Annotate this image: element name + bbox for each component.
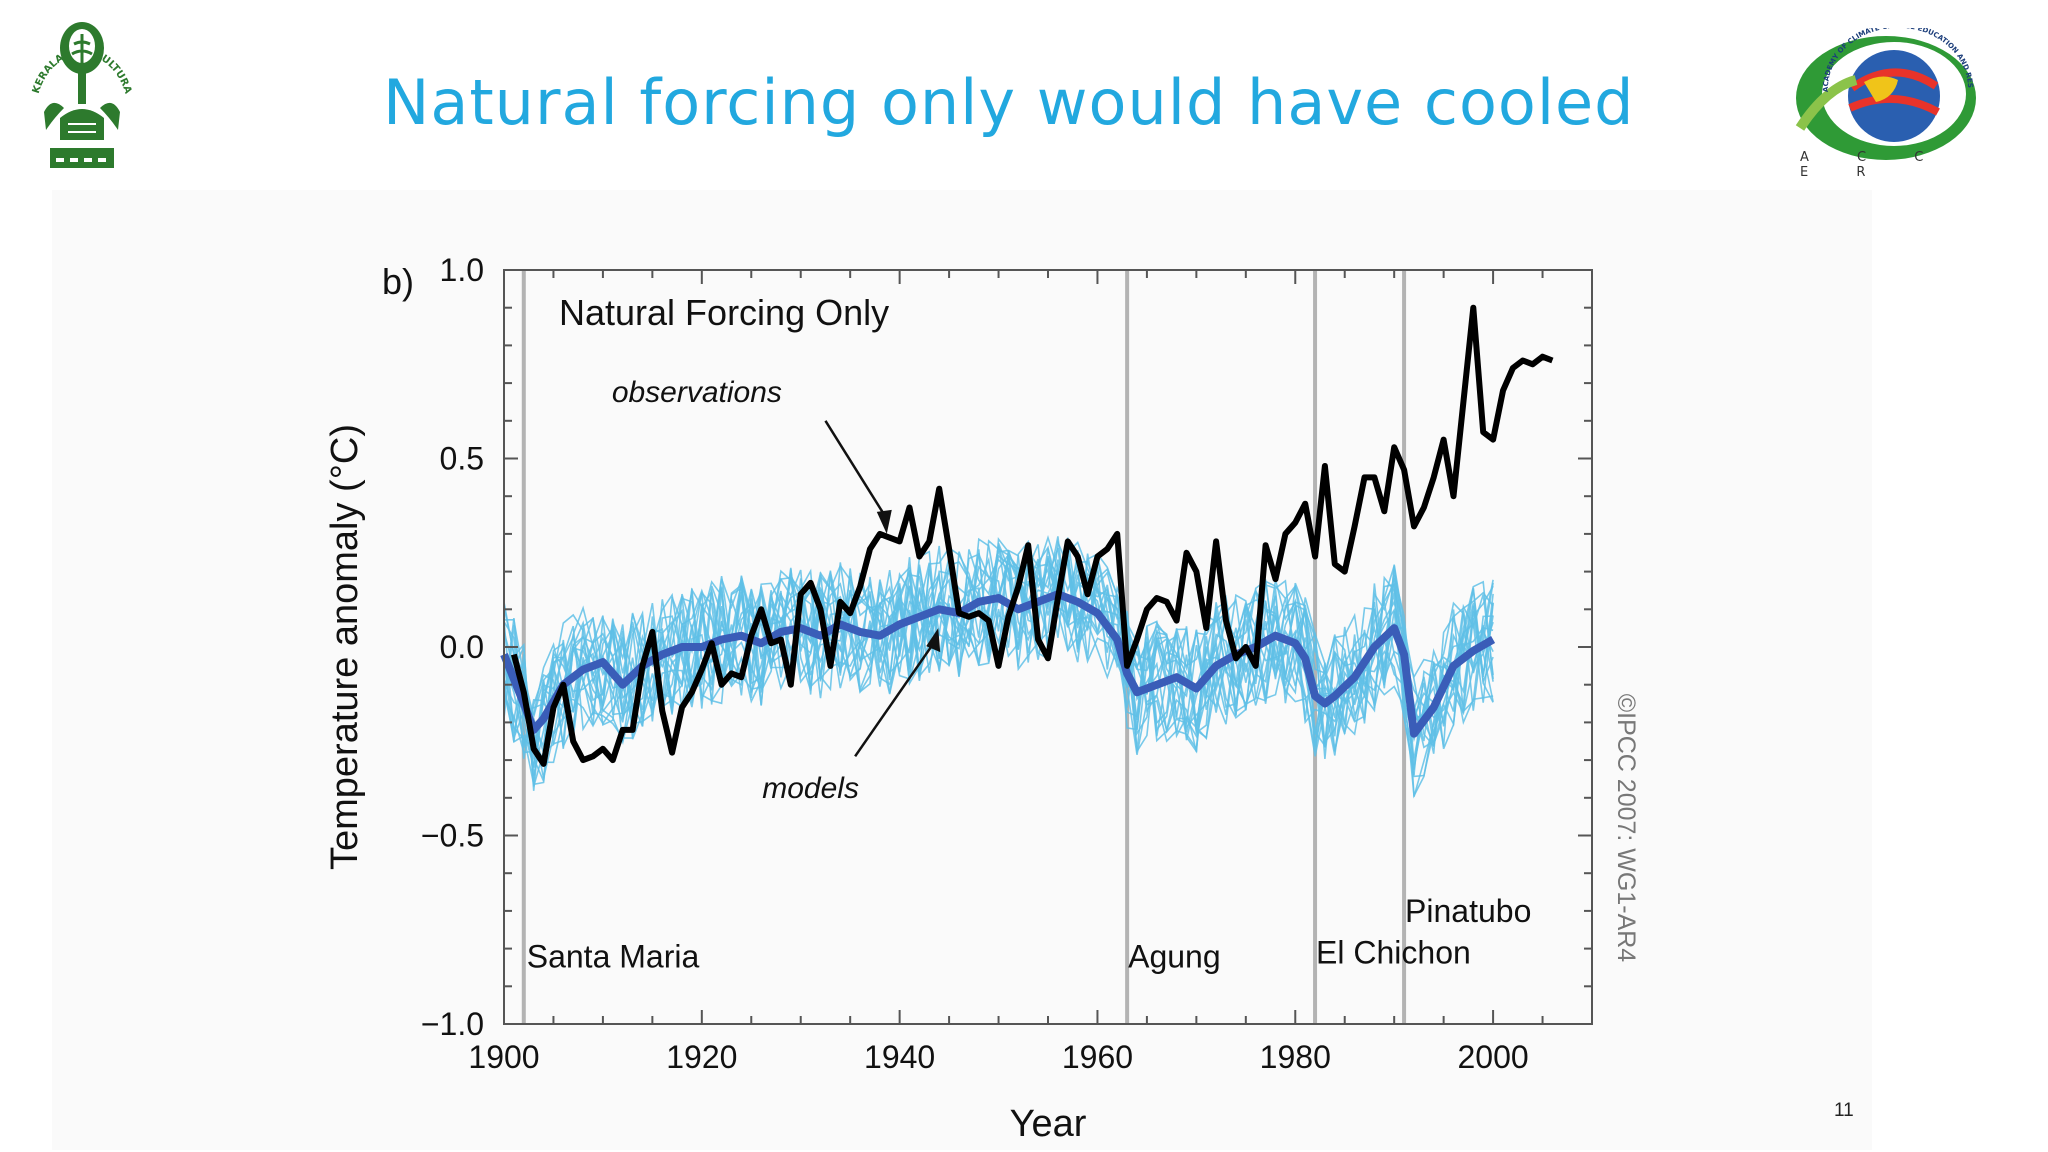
- accer-logo: ACADEMY OF CLIMATE CHANGE EDUCATION AND …: [1786, 28, 1976, 160]
- y-tick-label: 0.0: [440, 629, 484, 665]
- slide-number: 11: [1834, 1100, 1854, 1121]
- annotation-arrow-observations: [824, 420, 888, 520]
- x-axis-label: Year: [1010, 1103, 1087, 1145]
- y-tick-label: −0.5: [421, 818, 484, 854]
- model-mean-line: [500, 590, 1496, 738]
- observations-line: [510, 304, 1554, 767]
- accer-logo-label: A C C E R: [1800, 150, 1946, 180]
- x-tick-label: 2000: [1457, 1039, 1528, 1075]
- y-tick-label: 0.5: [440, 441, 484, 477]
- x-tick-label: 1920: [666, 1039, 737, 1075]
- chart: 1900 1920 1940 1960 1980 2000 −1.0 −0.5 0.0 0.5 1.…: [324, 252, 1640, 1145]
- x-tick-label: 1960: [1062, 1039, 1133, 1075]
- y-tick-label: −1.0: [421, 1006, 484, 1042]
- figure-panel: 1900 1920 1940 1960 1980 2000 −1.0 −0.5 0.0 0.5 1.…: [52, 190, 1872, 1150]
- x-tick-label: 1940: [864, 1039, 935, 1075]
- annotation-arrow-models: [854, 638, 938, 758]
- annotation-observations: observations: [612, 376, 782, 409]
- copyright-note: ©IPCC 2007: WG1-AR4: [1612, 694, 1640, 963]
- panel-label: b): [382, 261, 414, 302]
- model-run: [503, 546, 1494, 786]
- x-tick-label: 1900: [468, 1039, 539, 1075]
- model-run: [503, 536, 1494, 782]
- volcano-label-agung: Agung: [1128, 938, 1221, 974]
- model-run: [503, 542, 1494, 799]
- y-axis-label: Temperature anomaly (°C): [324, 424, 366, 870]
- volcano-label-santa-maria: Santa Maria: [527, 938, 700, 974]
- annotation-arrowhead-models: [926, 628, 941, 653]
- kau-logo: KERALA AGRICULTURAL UNIVERSITY: [24, 0, 133, 168]
- volcano-label-pinatubo: Pinatubo: [1405, 893, 1531, 929]
- annotation-models: models: [762, 772, 859, 805]
- model-run: [503, 554, 1494, 782]
- volcano-label-el-chichon: El Chichon: [1316, 935, 1471, 971]
- slide-title: Natural forcing only would have cooled: [383, 66, 1635, 139]
- y-tick-label: 1.0: [440, 252, 484, 288]
- model-run: [503, 545, 1494, 778]
- chart-title: Natural Forcing Only: [559, 292, 889, 333]
- annotation-arrowhead-observations: [876, 509, 892, 534]
- x-tick-label: 1980: [1260, 1039, 1331, 1075]
